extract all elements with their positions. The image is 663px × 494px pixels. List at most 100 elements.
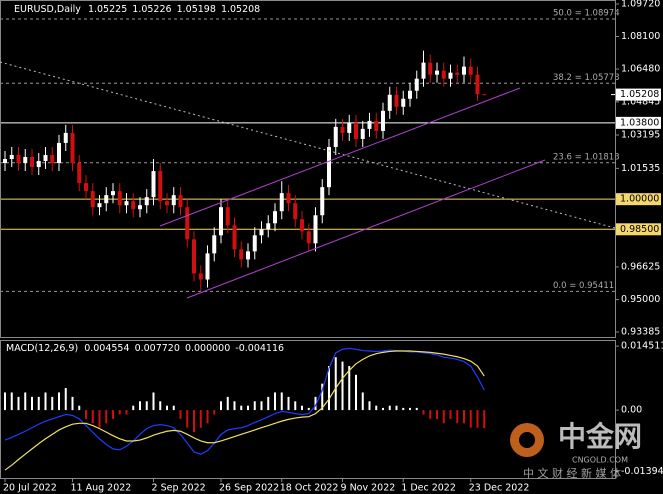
- fib-label: 0.0 = 0.95411: [553, 281, 614, 291]
- macd-histogram-bar: [125, 410, 128, 415]
- candle-body: [16, 154, 21, 164]
- y-tick-label: 0.014511: [621, 341, 663, 352]
- candle-body: [205, 253, 210, 280]
- x-tick-label: 20 Jul 2022: [3, 483, 57, 494]
- x-tick-label: 18 Oct 2022: [280, 483, 339, 494]
- trend-line: [0, 61, 616, 229]
- candle-body: [482, 94, 487, 96]
- ohlc-low: 1.05198: [177, 4, 216, 15]
- macd-histogram-bar: [112, 410, 114, 419]
- macd-histogram-bar: [152, 392, 155, 411]
- current-price-box: [616, 88, 661, 101]
- macd-histogram-bar: [172, 405, 175, 411]
- macd-name: MACD(12,26,9): [6, 343, 78, 354]
- macd-histogram-bar: [382, 407, 384, 411]
- candle-body: [225, 207, 230, 226]
- macd-histogram-bar: [226, 396, 229, 411]
- candle-body: [435, 70, 439, 75]
- symbol: EURUSD,Daily: [14, 4, 81, 15]
- price-box: [616, 193, 661, 206]
- ohlc-close: 1.05208: [221, 4, 260, 15]
- candle-body: [340, 126, 345, 133]
- macd-histogram-bar: [105, 410, 108, 424]
- candle-body: [475, 74, 480, 95]
- candle-body: [232, 225, 237, 250]
- candle-body: [414, 78, 419, 91]
- candle-body: [381, 110, 385, 131]
- candle-body: [50, 154, 55, 164]
- candle-body: [104, 195, 109, 204]
- macd-histogram-bar: [348, 366, 351, 411]
- macd-frame: [0, 340, 616, 479]
- candle-body: [273, 211, 277, 224]
- macd-histogram-bar: [476, 410, 479, 428]
- candle-body: [138, 205, 142, 210]
- y-tick-label: 1.04845: [621, 96, 660, 107]
- macd-histogram-bar: [240, 405, 243, 411]
- macd-histogram-bar: [44, 392, 47, 411]
- macd-value: -0.004116: [235, 343, 284, 354]
- macd-histogram-bar: [456, 410, 459, 424]
- candle-body: [266, 223, 271, 230]
- macd-histogram-bar: [355, 374, 357, 411]
- candle-body: [441, 70, 446, 79]
- macd-histogram-bar: [361, 392, 364, 411]
- candle-body: [219, 207, 223, 236]
- candle-body: [306, 231, 311, 244]
- candle-body: [90, 191, 95, 208]
- candle-body: [279, 193, 284, 212]
- macd-histogram-bar: [260, 401, 263, 411]
- y-tick-label: -0.013947: [621, 466, 663, 477]
- macd-histogram-bar: [85, 410, 87, 419]
- ohlc-open: 1.05225: [88, 4, 127, 15]
- ohlc-high: 1.05226: [132, 4, 171, 15]
- macd-histogram-bar: [274, 392, 276, 411]
- watermark: 中金网 CNGOLD.COM 中 文 财 经 新 媒 体: [510, 420, 642, 480]
- macd-histogram-bar: [213, 410, 216, 415]
- watermark-site: CNGOLD.COM: [572, 456, 628, 465]
- candle-body: [111, 191, 115, 196]
- macd-histogram-bar: [375, 405, 378, 411]
- macd-histogram-bar: [206, 410, 209, 424]
- macd-value: 0.000000: [185, 343, 230, 354]
- y-tick-label: 1.08100: [621, 31, 660, 42]
- x-tick-label: 26 Sep 2022: [219, 483, 279, 494]
- x-tick-label: 11 Aug 2022: [71, 483, 132, 494]
- macd-histogram-bar: [220, 401, 222, 411]
- macd-histogram-bar: [199, 410, 202, 428]
- candle-body: [354, 122, 358, 139]
- price-box-label: 1.00000: [620, 194, 659, 205]
- candle-body: [360, 128, 365, 139]
- x-tick-label: 23 Dec 2022: [469, 483, 530, 494]
- macd-histogram-bar: [179, 410, 182, 419]
- candle-body: [327, 146, 331, 188]
- candle-body: [394, 94, 399, 107]
- candle-body: [117, 191, 122, 206]
- macd-histogram-bar: [449, 410, 452, 419]
- candle-body: [77, 163, 82, 184]
- macd-histogram-bar: [442, 410, 445, 424]
- candle-body: [421, 62, 426, 79]
- macd-histogram-bar: [159, 401, 162, 411]
- fib-label: 50.0 = 1.08974: [553, 8, 620, 18]
- candle-body: [57, 142, 61, 164]
- macd-header: MACD(12,26,9) 0.004554 0.007720 0.000000…: [6, 343, 284, 354]
- y-tick-label: 1.06480: [621, 64, 660, 75]
- macd-histogram-bar: [469, 410, 472, 428]
- price-box: [616, 116, 661, 129]
- candle-body: [3, 159, 7, 164]
- candle-body: [401, 98, 406, 107]
- candle-body: [347, 122, 352, 133]
- macd-histogram-bar: [17, 396, 20, 411]
- candle-body: [171, 195, 176, 206]
- y-tick-label: 1.03195: [621, 130, 660, 141]
- candle-body: [462, 66, 466, 75]
- candle-body: [23, 157, 28, 164]
- macd-histogram-bar: [294, 401, 297, 411]
- candle-body: [367, 120, 372, 129]
- macd-histogram-bar: [409, 407, 411, 411]
- macd-histogram-bar: [193, 410, 195, 433]
- candle-body: [165, 201, 169, 206]
- macd-histogram-bar: [139, 401, 141, 411]
- candle-body: [63, 132, 68, 143]
